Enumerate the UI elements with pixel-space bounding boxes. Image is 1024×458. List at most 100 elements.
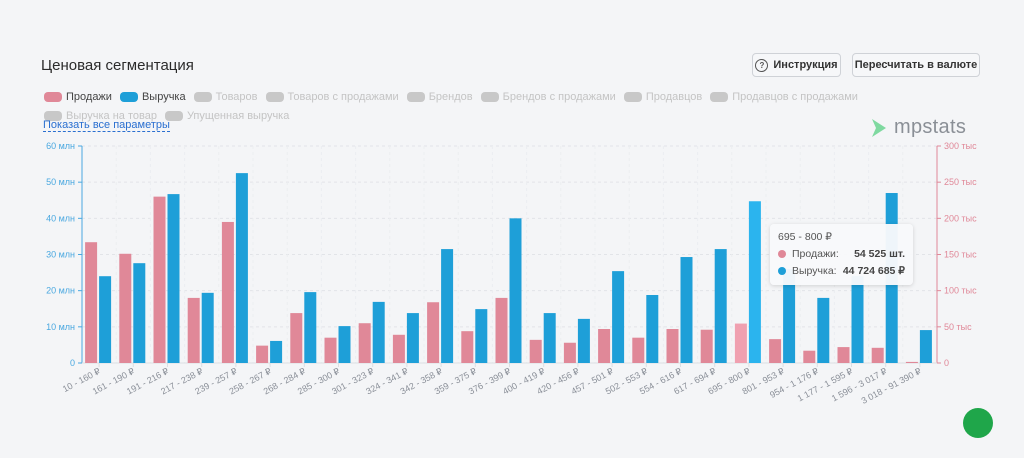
question-icon: ? [755, 58, 769, 72]
show-all-params-link[interactable]: Показать все параметры [43, 119, 170, 132]
chart-tooltip: 695 - 800 ₽ Продажи: 54 525 шт. Выручка: 4… [770, 224, 913, 285]
page-title: Ценовая сегментация [41, 57, 194, 74]
legend-item[interactable]: Товаров [193, 90, 258, 104]
chat-widget-button[interactable] [963, 408, 993, 438]
y-left-tick-label: 40 млн [46, 213, 75, 223]
mpstats-logo: mpstats [870, 116, 966, 139]
y-right-tick-label: 200 тыс [944, 213, 977, 223]
sales-bar [563, 342, 576, 363]
sales-bar [187, 297, 200, 363]
sales-bar [700, 329, 713, 363]
chart-legend: Продажи Выручка Товаров Товаров с продажами… [44, 90, 964, 123]
sales-bar [769, 339, 782, 363]
y-right-tick-label: 0 [944, 358, 949, 368]
revenue-bar [783, 268, 796, 363]
legend-item[interactable]: Выручка [119, 90, 186, 104]
y-left-tick-label: 10 млн [46, 322, 75, 332]
sales-bar [358, 323, 371, 363]
y-left-tick-label: 0 [70, 358, 75, 368]
instruction-label: Инструкция [773, 59, 838, 71]
sales-bar [905, 361, 918, 363]
revenue-bar [338, 326, 351, 363]
revenue-bar [817, 297, 830, 363]
revenue-bar [441, 249, 454, 363]
revenue-bar [475, 309, 488, 363]
sales-bar [221, 221, 234, 363]
revenue-bar [851, 276, 864, 363]
y-right-tick-label: 100 тыс [944, 286, 977, 296]
logo-play-icon [872, 118, 886, 137]
legend-label: Упущенная выручка [186, 110, 290, 122]
legend-item[interactable]: Упущенная выручка [164, 109, 290, 123]
y-left-tick-label: 30 млн [46, 250, 75, 260]
legend-swatch [623, 92, 642, 102]
legend-label: Продавцов с продажами [732, 91, 858, 103]
legend-label: Товаров [215, 91, 258, 103]
revenue-bar [235, 173, 248, 363]
legend-label: Продавцов [645, 91, 703, 103]
sales-bar [666, 329, 679, 363]
revenue-bar [406, 313, 419, 363]
legend-item[interactable]: Выручка на товар [44, 109, 157, 123]
revenue-bar [133, 263, 146, 363]
legend-swatch [480, 92, 499, 102]
revenue-bar [167, 194, 180, 363]
y-left-tick-label: 60 млн [46, 141, 75, 151]
tooltip-revenue-label: Выручка: [792, 265, 837, 277]
revenue-bar [509, 218, 522, 363]
y-right-tick-label: 150 тыс [944, 250, 977, 260]
legend-swatch [406, 92, 425, 102]
legend-swatch [193, 92, 212, 102]
legend-item[interactable]: Продавцов с продажами [710, 90, 858, 104]
sales-bar [427, 302, 440, 363]
instruction-button[interactable]: ? Инструкция [752, 53, 841, 77]
legend-label: Брендов с продажами [502, 91, 616, 103]
y-right-tick-label: 50 тыс [944, 322, 972, 332]
sales-bar [119, 253, 132, 363]
sales-bar [632, 337, 645, 363]
sales-dot-icon [778, 250, 786, 258]
revenue-bar [680, 257, 693, 363]
revenue-bar [714, 249, 727, 363]
sales-bar [734, 323, 747, 363]
legend-label: Брендов [428, 91, 473, 103]
revenue-bar [99, 276, 112, 363]
legend-item[interactable]: Брендов [406, 90, 473, 104]
sales-bar [324, 337, 337, 363]
legend-item[interactable]: Брендов с продажами [480, 90, 616, 104]
legend-label: Продажи [66, 91, 112, 103]
sales-bar [85, 242, 98, 363]
sales-bar [256, 345, 269, 363]
tooltip-title: 695 - 800 ₽ [778, 231, 832, 243]
y-right-tick-label: 250 тыс [944, 177, 977, 187]
revenue-bar [646, 295, 659, 363]
revenue-bar [612, 271, 625, 363]
legend-label: Выручка на товар [66, 110, 157, 122]
revenue-bar [577, 318, 590, 363]
sales-bar [871, 347, 884, 363]
legend-swatch [44, 111, 62, 121]
x-tick-label: 3 018 - 91 390 ₽ [860, 366, 923, 406]
sales-bar [153, 196, 166, 363]
tooltip-sales-value: 54 525 шт. [854, 248, 905, 260]
legend-swatch [44, 92, 62, 102]
legend-item[interactable]: Продажи [44, 90, 112, 104]
revenue-bar [270, 340, 283, 363]
legend-item[interactable]: Товаров с продажами [265, 90, 399, 104]
sales-bar [495, 297, 508, 363]
legend-item[interactable]: Продавцов [623, 90, 703, 104]
legend-swatch [119, 92, 138, 102]
revenue-bar [543, 313, 556, 363]
tooltip-revenue-value: 44 724 685 ₽ [842, 265, 905, 277]
sales-bar [598, 329, 611, 363]
revenue-dot-icon [778, 267, 786, 275]
revenue-bar [372, 301, 385, 363]
y-left-tick-label: 20 млн [46, 286, 75, 296]
revenue-bar [919, 330, 932, 363]
sales-bar [803, 350, 816, 363]
logo-text: mpstats [894, 116, 967, 138]
recalc-currency-button[interactable]: Пересчитать в валюте [852, 53, 980, 77]
revenue-bar [748, 201, 761, 363]
sales-bar [290, 313, 303, 363]
